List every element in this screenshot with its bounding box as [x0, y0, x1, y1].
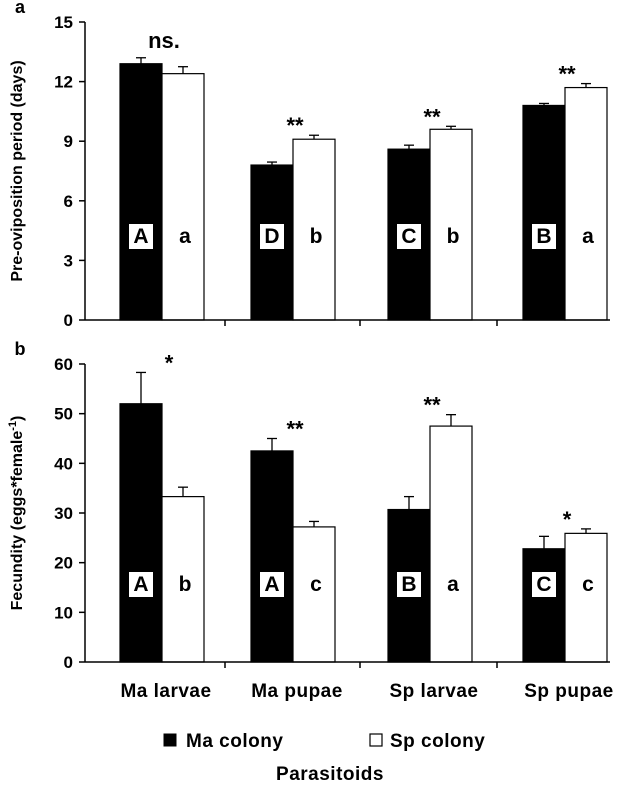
letter-box: [532, 572, 556, 597]
y-tick-label: 40: [54, 454, 73, 473]
group-letter: b: [447, 225, 460, 248]
significance-mark: ns.: [148, 28, 180, 53]
group-letter: A: [133, 225, 148, 248]
group-letter: A: [264, 573, 279, 596]
bar: [250, 450, 294, 663]
y-tick-label: 0: [64, 653, 73, 672]
y-axis-label-text: Fecundity (eggs*female: [9, 431, 26, 611]
letter-box: [129, 572, 153, 597]
bar: [161, 73, 205, 321]
group-letter: a: [179, 225, 191, 248]
group-letter: B: [536, 225, 551, 248]
group-letter: c: [310, 573, 322, 596]
bar: [119, 403, 163, 663]
bar: [564, 86, 608, 321]
letter-box: [397, 572, 421, 597]
group-letter: b: [310, 225, 323, 248]
y-tick-label: 6: [64, 192, 73, 211]
significance-mark: **: [286, 417, 304, 442]
group-letter: B: [401, 573, 416, 596]
letter-box: [260, 572, 284, 597]
x-axis-label: Parasitoids: [276, 764, 384, 785]
y-axis-label-close: ): [9, 416, 26, 421]
group-letter: c: [582, 573, 594, 596]
x-category-label: Ma pupae: [251, 681, 343, 702]
significance-mark: **: [286, 113, 304, 138]
y-tick-label: 60: [54, 355, 73, 374]
bar: [564, 532, 608, 663]
legend-swatch-ma: [163, 733, 177, 747]
y-tick-label: 3: [64, 251, 73, 270]
y-axis-label-superscript: -1: [7, 421, 19, 431]
significance-mark: **: [558, 62, 576, 87]
legend-label: Ma colony: [186, 731, 283, 752]
letter-box: [532, 224, 556, 249]
y-axis-label: Pre-oviposition period (days): [9, 60, 26, 281]
group-letter: b: [179, 573, 192, 596]
bar: [429, 425, 473, 663]
y-tick-label: 50: [54, 405, 73, 424]
group-letter: a: [582, 225, 594, 248]
bar: [522, 104, 566, 321]
letter-box: [129, 224, 153, 249]
significance-mark: *: [165, 350, 174, 375]
bar: [429, 128, 473, 321]
legend-swatch-sp: [369, 733, 383, 747]
y-tick-label: 20: [54, 554, 73, 573]
group-letter: A: [133, 573, 148, 596]
legend: Ma colony Sp colony: [163, 731, 485, 752]
significance-mark: **: [423, 104, 441, 129]
panel-label: b: [15, 339, 26, 359]
group-letter: C: [536, 573, 551, 596]
significance-mark: **: [423, 393, 441, 418]
letter-box: [397, 224, 421, 249]
y-tick-label: 9: [64, 132, 73, 151]
group-letter: C: [401, 225, 416, 248]
y-tick-label: 10: [54, 603, 73, 622]
legend-label: Sp colony: [390, 731, 485, 752]
y-tick-label: 0: [64, 311, 73, 330]
y-tick-label: 12: [54, 73, 73, 92]
bar: [161, 496, 205, 663]
group-letter: D: [264, 225, 279, 248]
y-tick-label: 15: [54, 13, 73, 32]
x-category-label: Sp larvae: [390, 681, 479, 702]
bar: [522, 548, 566, 663]
significance-mark: *: [563, 507, 572, 532]
x-category-label: Sp pupae: [524, 681, 614, 702]
y-tick-label: 30: [54, 504, 73, 523]
panel-label: a: [15, 0, 26, 17]
y-axis-label-text: Pre-oviposition period (days): [9, 60, 26, 281]
bar: [119, 63, 163, 321]
chart-panel-a: a A a ns. D b ** C b ** B a ** 0 3 6 9 12 15 Pre-ovipositio…: [9, 0, 610, 330]
letter-box: [260, 224, 284, 249]
x-category-label: Ma larvae: [120, 681, 211, 702]
chart-panel-b: b A b * A c ** B a ** C c * 0 10 20 30 40 50 60 Fecundity (e…: [7, 339, 610, 672]
group-letter: a: [447, 573, 459, 596]
y-axis-label: Fecundity (eggs*female-1): [7, 416, 26, 611]
